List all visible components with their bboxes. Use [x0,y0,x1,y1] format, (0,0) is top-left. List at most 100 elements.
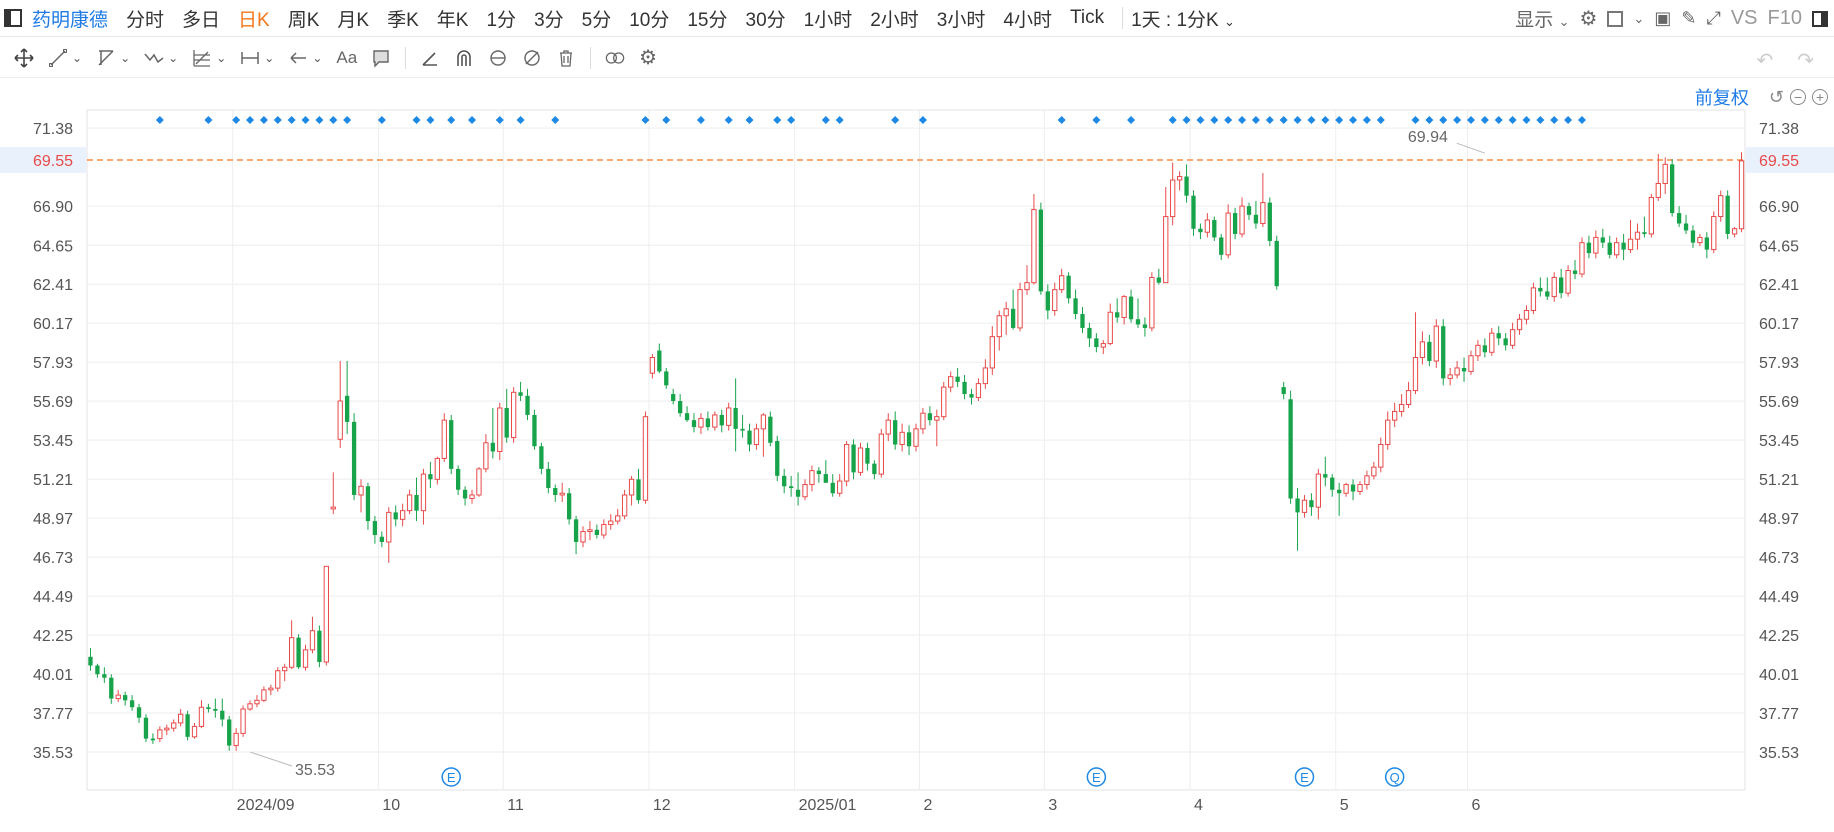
event-marker-label: E [1092,770,1101,785]
event-marker[interactable] [441,767,461,787]
interval-select[interactable]: 1天 : 1分K ⌄ [1131,5,1235,32]
fullscreen-icon[interactable]: ⤢ [1706,8,1721,28]
chevron-down-icon[interactable]: ⌄ [264,50,275,65]
pencil-icon[interactable]: ✎ [1681,8,1697,28]
move-icon[interactable] [14,47,34,68]
arrow-tool-icon[interactable] [288,48,308,68]
candle-body [428,474,433,480]
candle-body [220,710,225,720]
candle-body [227,719,232,746]
chevron-down-icon[interactable]: ⌄ [168,50,179,65]
measure-tool-icon[interactable] [240,48,260,68]
chevron-down-icon[interactable]: ⌄ [120,50,131,65]
tab-period[interactable]: 3分 [534,9,564,31]
tab-period[interactable]: 日K [238,9,270,31]
comment-tool-icon[interactable] [371,48,391,68]
wave-tool-icon[interactable] [144,48,164,68]
candle-body [185,714,190,737]
candle-body [1100,343,1106,348]
tab-period[interactable]: 周K [287,9,320,31]
tab-period[interactable]: 30分 [745,9,786,31]
tab-period[interactable]: 年K [436,9,469,31]
hide-drawing-icon[interactable] [522,48,542,68]
tab-period[interactable]: 1小时 [803,9,853,31]
candle-body [1024,282,1030,291]
zoom-in-icon[interactable]: + [1812,89,1828,105]
event-marker[interactable] [1294,767,1315,787]
sidebar-toggle-icon[interactable] [4,9,22,27]
display-menu[interactable]: 显示 ⌄ [1515,5,1569,32]
candle-body [115,694,121,700]
signal-marker [329,116,338,124]
signal-marker [1453,116,1462,124]
event-marker[interactable] [1384,767,1405,787]
candle-body [1052,289,1058,312]
vs-button[interactable]: VS [1730,7,1758,29]
candle-body [906,432,912,447]
signal-marker [787,116,796,124]
tab-period[interactable]: 5分 [581,9,612,31]
signal-marker [377,116,386,124]
settings-icon[interactable]: ⚙ [1579,8,1598,30]
candle-body [1433,325,1439,362]
undo-icon[interactable]: ↶ [1756,50,1774,72]
candlestick-chart[interactable]: 71.38 71.38 69.55 69.55 66.90 66.90 64.65 64.65… [0,80,1834,832]
tab-period[interactable]: 多日 [182,9,221,31]
lock-drawing-icon[interactable] [488,48,508,68]
camera-icon[interactable]: ▣ [1654,8,1672,28]
candle-body [872,463,877,475]
compare-icon[interactable] [605,48,625,68]
toolbar-settings-icon[interactable]: ⚙ [639,47,658,69]
signal-marker [1168,116,1177,124]
chevron-down-icon[interactable]: ⌄ [312,50,323,65]
tab-period[interactable]: 2小时 [870,9,919,31]
tab-period[interactable]: 1分 [486,9,517,31]
chevron-down-icon[interactable]: ⌄ [1633,10,1645,26]
candle-body [1198,228,1203,233]
stock-name[interactable]: 药明康德 [32,9,109,31]
y-tick-label-left: 48.97 [33,511,73,528]
y-tick-label-right: 60.17 [1759,316,1799,333]
trash-icon[interactable] [556,48,576,68]
f10-button[interactable]: F10 [1767,7,1802,29]
signal-marker [1251,116,1260,124]
candle-body [982,367,989,385]
tab-period[interactable]: 4小时 [1003,9,1052,31]
candle-body [857,447,864,473]
panel-toggle-icon[interactable] [1812,10,1828,27]
chevron-down-icon[interactable]: ⌄ [72,50,83,65]
adjust-mode-button[interactable]: 前复权 [1694,88,1749,108]
redo-icon[interactable]: ↷ [1797,50,1814,72]
tab-period[interactable]: 15分 [687,9,728,31]
signal-marker [412,116,421,124]
event-marker-label: E [447,770,456,785]
candle-body [1232,213,1238,234]
text-tool-icon[interactable]: Aa [336,47,358,67]
layout-square-icon[interactable] [1607,10,1624,27]
line-tool-icon[interactable] [48,48,68,68]
tab-period[interactable]: Tick [1069,7,1105,28]
tab-period[interactable]: 分时 [126,9,165,31]
price-highlight-right [1746,147,1834,173]
fib-tool-icon[interactable] [192,48,212,68]
candle-body [934,416,940,421]
x-tick-label: 11 [507,797,524,814]
reset-icon[interactable]: ↺ [1768,86,1784,107]
chevron-down-icon[interactable]: ⌄ [216,50,227,65]
signal-marker [724,116,733,124]
tab-period[interactable]: 10分 [629,9,670,31]
candle-body [975,383,982,399]
y-tick-label-left: 40.01 [33,667,73,684]
tab-period[interactable]: 月K [337,9,370,31]
candle-body [288,637,295,668]
tab-period[interactable]: 季K [387,9,419,31]
candle-body [462,489,468,499]
tab-period[interactable]: 3小时 [936,9,986,31]
magnet-icon[interactable] [454,48,474,68]
zoom-out-icon[interactable]: − [1790,89,1806,105]
channel-tool-icon[interactable] [96,48,116,68]
angle-tool-icon[interactable] [420,48,440,68]
candle-body [795,489,801,497]
y-tick-label-left: 44.49 [33,589,73,606]
event-marker[interactable] [1086,767,1107,787]
